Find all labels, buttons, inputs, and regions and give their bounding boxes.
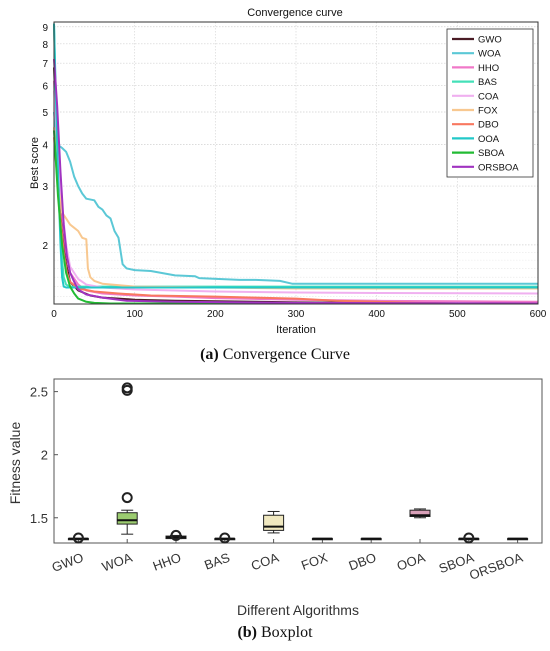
outlier-gwo — [72, 532, 84, 544]
convergence-ticks: 0 100 200 300 400 500 600 2 3 4 5 6 7 8 9 — [42, 23, 546, 320]
x-tick-label: 0 — [51, 309, 57, 320]
y-tick-label: 2 — [41, 448, 48, 463]
series-line-orsboa — [53, 59, 539, 305]
y-tick-label: 9 — [42, 23, 48, 34]
convergence-ylabel: Best score — [29, 137, 41, 189]
legend-label-bas: BAS — [478, 77, 497, 88]
category-label-hho: HHO — [151, 550, 183, 574]
category-label-gwo: GWO — [50, 550, 86, 575]
y-tick-label: 5 — [42, 108, 48, 119]
caption-b: (b) Boxplot — [0, 624, 550, 642]
caption-a-label: (a) — [200, 346, 219, 363]
legend-label-dbo: DBO — [478, 120, 499, 131]
caption-b-text: Boxplot — [261, 624, 313, 641]
category-label-orsboa: ORSBOA — [467, 550, 525, 583]
caption-a-text: Convergence Curve — [222, 346, 350, 363]
series-line-woa — [53, 111, 538, 285]
legend-label-coa: COA — [478, 91, 499, 102]
y-tick-label: 4 — [42, 140, 48, 151]
x-tick-label: 400 — [368, 309, 385, 320]
convergence-plot-frame — [53, 21, 539, 305]
convergence-legend: GWO WOA HHO BAS COA FOX DBO OOA SBOA ORSBOA — [446, 28, 534, 178]
y-tick-label: 7 — [42, 59, 48, 70]
caption-b-label: (b) — [237, 624, 257, 641]
outlier-woa — [121, 492, 133, 504]
legend-label-fox: FOX — [478, 106, 498, 117]
convergence-title: Convergence curve — [247, 7, 342, 19]
y-tick-label: 2.5 — [30, 385, 48, 400]
y-tick-label: 1.5 — [30, 511, 48, 526]
category-label-woa: WOA — [100, 550, 135, 575]
category-label-coa: COA — [249, 550, 281, 574]
boxplot-xlabel: Different Algorithms — [237, 602, 359, 618]
caption-a: (a) Convergence Curve — [0, 346, 550, 364]
outlier-sboa — [463, 532, 475, 544]
legend-label-woa: WOA — [478, 49, 501, 60]
legend-label-ooa: OOA — [478, 134, 500, 145]
category-label-dbo: DBO — [347, 550, 379, 574]
x-tick-label: 500 — [449, 309, 466, 320]
x-tick-label: 300 — [288, 309, 305, 320]
box-coa — [263, 514, 285, 531]
y-tick-label: 8 — [42, 40, 48, 51]
legend-label-gwo: GWO — [478, 35, 502, 46]
outlier-woa — [121, 382, 133, 394]
box-ooa — [409, 509, 431, 518]
category-label-ooa: OOA — [395, 550, 428, 574]
x-tick-label: 100 — [126, 309, 143, 320]
category-label-fox: FOX — [299, 550, 330, 573]
x-tick-label: 600 — [530, 309, 547, 320]
outlier-bas — [219, 532, 231, 544]
legend-label-sboa: SBOA — [478, 148, 505, 159]
box-woa — [116, 512, 138, 525]
boxplot-ticks: 1.5 2 2.5 — [30, 385, 58, 526]
convergence-xlabel: Iteration — [276, 324, 316, 336]
category-label-bas: BAS — [202, 550, 232, 573]
boxplot-ylabel: Fitness value — [7, 422, 23, 505]
x-tick-label: 200 — [207, 309, 224, 320]
y-tick-label: 3 — [42, 182, 48, 193]
legend-label-orsboa: ORSBOA — [478, 162, 519, 173]
legend-label-hho: HHO — [478, 63, 499, 74]
convergence-chart: Convergence curve 0 100 200 300 400 500 600 2 3 4… — [29, 7, 547, 336]
outlier-hho — [170, 529, 182, 541]
series-line-sboa — [53, 130, 538, 305]
convergence-series — [53, 23, 539, 305]
y-tick-label: 2 — [42, 241, 48, 252]
y-tick-label: 6 — [42, 82, 48, 93]
boxplot-plot-frame — [53, 378, 543, 544]
